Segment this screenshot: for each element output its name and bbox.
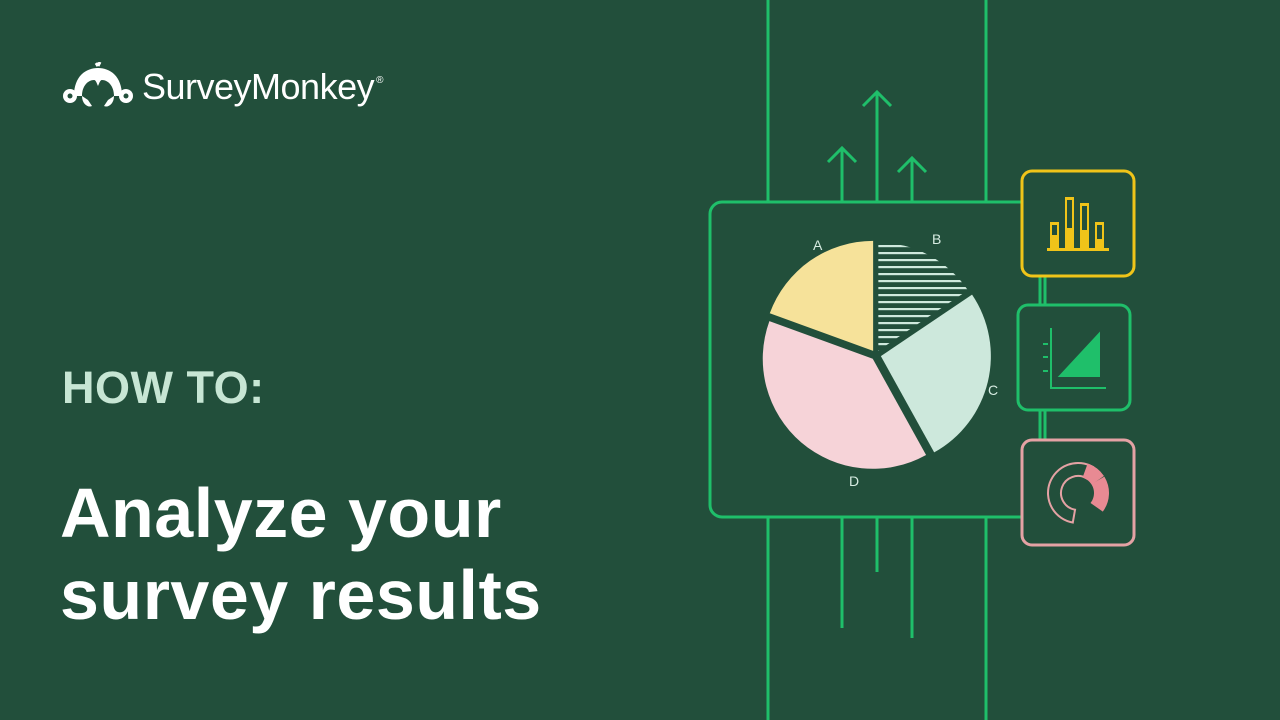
pie-chart: [762, 240, 991, 469]
brand-name: SurveyMonkey: [142, 66, 375, 107]
donut-seg-1: [1082, 463, 1104, 485]
pie-slice-d: [762, 321, 927, 469]
donut-seg-2: [1090, 476, 1109, 512]
monkey-logo-icon: [63, 62, 133, 107]
pie-label-d: D: [849, 473, 859, 489]
eyebrow-text: HOW TO:: [62, 362, 265, 413]
pie-slice-c: [880, 294, 991, 453]
donut-chart-icon: [1020, 438, 1136, 547]
pie-slice-b: [878, 242, 968, 351]
title-line-1: Analyze your: [60, 474, 502, 552]
pie-label-c: C: [988, 382, 998, 398]
pie-label-a: A: [813, 237, 823, 253]
pie-slice-a: [769, 240, 874, 351]
area-chart-icon: [1016, 303, 1132, 412]
pie-label-b: B: [932, 231, 941, 247]
page-title: Analyze your survey results: [60, 472, 542, 636]
circuit-lines: [766, 0, 1047, 720]
brand-logo: SurveyMonkey ®: [62, 62, 383, 112]
bar-chart-icon: [1020, 169, 1136, 278]
title-line-2: survey results: [60, 556, 542, 634]
registered-mark: ®: [376, 74, 384, 86]
